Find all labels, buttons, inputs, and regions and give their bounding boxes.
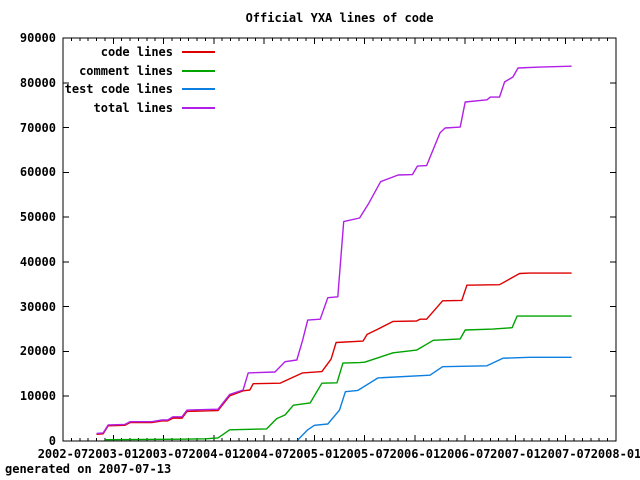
legend-label: comment lines [79, 63, 173, 78]
y-tick-label: 90000 [19, 31, 56, 45]
y-tick-label: 60000 [19, 165, 56, 180]
series-line-code [96, 272, 572, 435]
legend-line-swatch [182, 69, 215, 72]
x-tick-label: 2007-07 [540, 447, 591, 461]
legend-row: total lines [0, 100, 220, 116]
y-tick-label: 20000 [19, 344, 56, 359]
y-tick-label: 0 [48, 434, 56, 448]
legend-row: comment lines [0, 63, 220, 79]
x-tick-label: 2003-01 [87, 447, 139, 461]
x-tick-label: 2007-01 [490, 447, 541, 461]
plot-border [62, 37, 617, 442]
generated-on-note: generated on 2007-07-13 [5, 462, 172, 476]
series-line-test [297, 356, 572, 441]
x-tick-label: 2002-07 [37, 447, 89, 461]
legend-line-swatch [182, 51, 215, 53]
series-line-total [96, 65, 572, 435]
x-tick-label: 2005-07 [339, 447, 390, 461]
y-tick-label: 10000 [19, 389, 56, 404]
y-tick-label: 30000 [19, 299, 56, 314]
legend-line-swatch [182, 88, 215, 91]
x-tick-label: 2008-01 [590, 447, 640, 461]
legend-label: code lines [100, 45, 173, 59]
x-tick-label: 2004-07 [238, 447, 290, 461]
legend-row: test code lines [0, 81, 220, 97]
x-tick-label: 2003-07 [138, 447, 189, 461]
x-tick-label: 2006-07 [439, 447, 491, 461]
y-tick-label: 50000 [19, 210, 56, 225]
legend-line-swatch [182, 106, 215, 109]
y-tick-label: 40000 [19, 254, 56, 269]
legend-label: total lines [93, 100, 173, 115]
x-tick-label: 2004-01 [188, 447, 240, 461]
series-line-comment [104, 315, 572, 441]
legend-label: test code lines [64, 82, 173, 97]
legend-row: code lines [0, 44, 220, 60]
y-tick-label: 70000 [19, 120, 56, 135]
chart-title: Official YXA lines of code [245, 11, 434, 25]
y-tick-label: 80000 [19, 75, 56, 90]
x-tick-label: 2005-01 [289, 447, 340, 461]
x-tick-label: 2006-01 [389, 447, 441, 461]
